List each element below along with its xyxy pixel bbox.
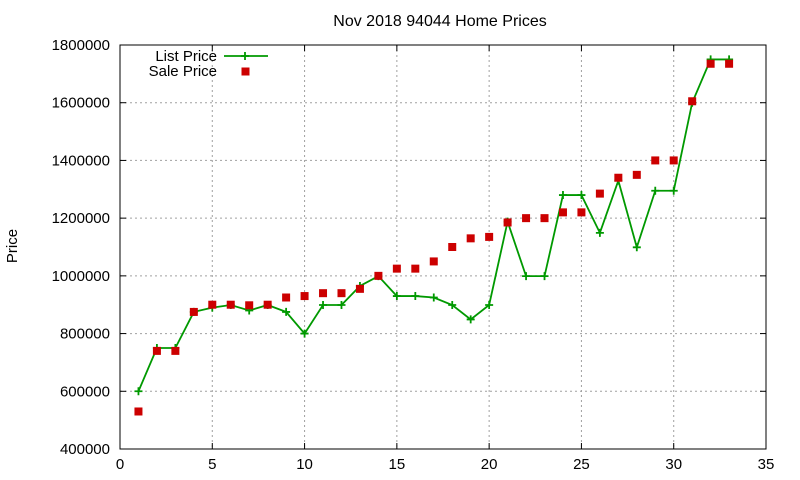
data-point-list-price [577, 191, 586, 200]
legend-marker-sale-price [241, 67, 250, 76]
x-tick-label: 25 [573, 456, 590, 473]
x-tick-label: 5 [208, 456, 216, 473]
data-point-list-price [522, 272, 531, 281]
chart-title: Nov 2018 94044 Home Prices [333, 13, 546, 30]
y-tick-label: 1200000 [52, 210, 110, 227]
data-point-sale-price [282, 293, 291, 302]
data-point-sale-price [355, 284, 364, 293]
data-point-sale-price [595, 189, 604, 198]
data-point-list-price [300, 329, 309, 338]
data-point-list-price [485, 301, 494, 310]
data-point-sale-price [466, 234, 475, 243]
data-point-list-price [540, 272, 549, 281]
data-point-list-price [448, 301, 457, 310]
legend: List Price Sale Price [149, 48, 268, 80]
data-point-sale-price [134, 407, 143, 416]
data-point-sale-price [725, 59, 734, 68]
data-point-sale-price [558, 208, 567, 217]
legend-label-sale-price: Sale Price [149, 63, 217, 80]
x-tick-label: 30 [665, 456, 682, 473]
data-point-sale-price [319, 289, 328, 298]
y-tick-label: 1000000 [52, 268, 110, 285]
series-line-list-price [137, 58, 730, 392]
data-point-list-price [632, 243, 641, 252]
data-point-sale-price [577, 208, 586, 217]
data-point-list-price [319, 301, 328, 310]
data-point-list-price [337, 301, 346, 310]
data-point-sale-price [392, 264, 401, 273]
series-layer [134, 55, 734, 416]
data-point-sale-price [263, 300, 272, 309]
series-sale-price [134, 59, 734, 416]
x-tick-label: 20 [481, 456, 498, 473]
data-point-sale-price [189, 307, 198, 316]
series-list-price [134, 55, 734, 396]
data-point-sale-price [337, 289, 346, 298]
data-point-sale-price [651, 156, 660, 165]
data-point-sale-price [300, 292, 309, 301]
data-point-list-price [392, 292, 401, 301]
y-tick-label: 1400000 [52, 152, 110, 169]
data-point-list-price [558, 191, 567, 200]
data-point-list-price [669, 186, 678, 195]
y-tick-label: 1600000 [52, 95, 110, 112]
data-point-sale-price [706, 59, 715, 68]
data-point-list-price [429, 293, 438, 302]
plot-frame [119, 44, 767, 450]
x-tick-label: 10 [296, 456, 313, 473]
data-point-sale-price [632, 170, 641, 179]
x-tick-label: 35 [758, 456, 775, 473]
data-point-sale-price [522, 214, 531, 223]
grid-lines [120, 45, 766, 449]
data-point-sale-price [226, 300, 235, 309]
data-point-sale-price [485, 232, 494, 241]
data-point-sale-price [540, 214, 549, 223]
y-axis-label: Price [4, 229, 21, 263]
legend-label-list-price: List Price [155, 48, 217, 65]
data-point-sale-price [245, 301, 254, 310]
y-tick-label: 600000 [60, 383, 110, 400]
data-point-sale-price [171, 346, 180, 355]
data-point-sale-price [374, 271, 383, 280]
data-point-list-price [651, 186, 660, 195]
legend-marker-list-price [241, 52, 249, 60]
data-point-sale-price [669, 156, 678, 165]
y-axis-ticks: 400000 600000 800000 1000000 1200000 1400000 1… [52, 37, 766, 458]
data-point-sale-price [208, 300, 217, 309]
data-point-list-price [134, 387, 143, 396]
data-point-sale-price [448, 243, 457, 251]
x-tick-label: 15 [389, 456, 406, 473]
y-tick-label: 400000 [60, 441, 110, 458]
data-point-list-price [595, 228, 604, 237]
y-tick-label: 800000 [60, 326, 110, 343]
data-point-sale-price [429, 257, 438, 266]
y-tick-label: 1800000 [52, 37, 110, 54]
data-point-sale-price [688, 97, 697, 106]
data-point-sale-price [152, 346, 161, 355]
x-tick-label: 0 [116, 456, 124, 473]
data-point-list-price [411, 292, 420, 301]
x-axis-ticks: 0 5 10 15 20 25 30 35 [116, 45, 775, 473]
data-point-sale-price [411, 264, 420, 273]
data-point-sale-price [503, 218, 512, 227]
data-point-sale-price [614, 173, 623, 182]
data-point-list-price [282, 307, 291, 316]
data-point-list-price [466, 315, 475, 324]
